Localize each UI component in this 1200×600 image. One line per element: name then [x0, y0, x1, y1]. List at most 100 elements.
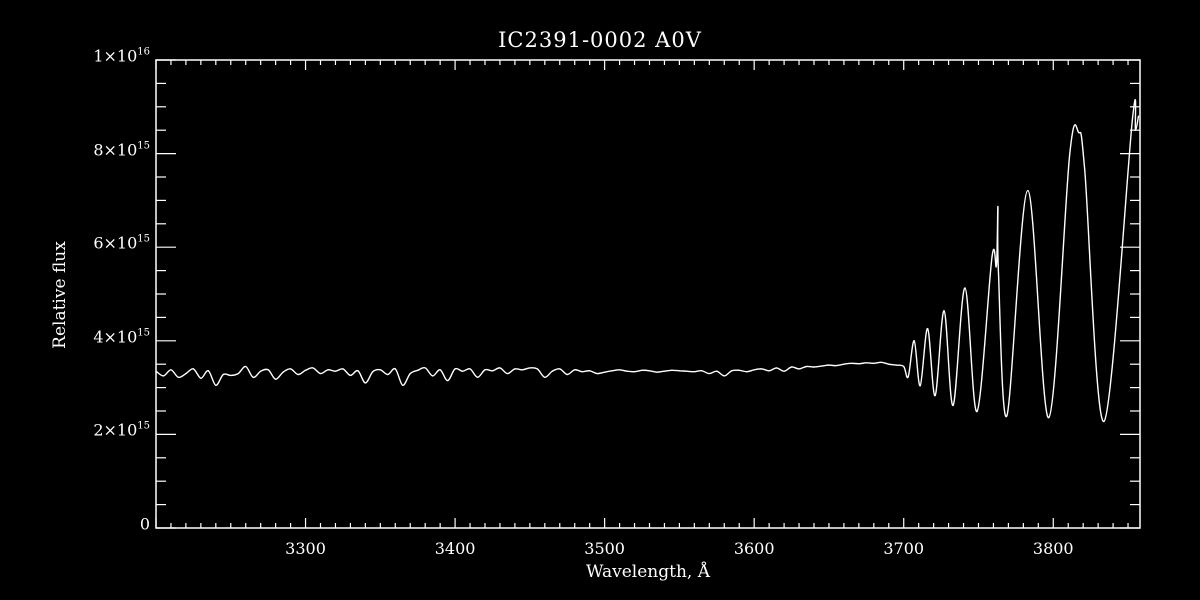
spectrum-point	[282, 371, 284, 373]
spectrum-point	[275, 378, 277, 380]
spectrum-point	[873, 362, 875, 364]
spectrum-point	[155, 370, 157, 372]
spectrum-point	[1048, 416, 1050, 419]
y-tick-label: 4×1015	[93, 327, 150, 346]
spectrum-point	[409, 372, 411, 375]
spectrum-point	[207, 370, 209, 372]
spectrum-point	[1084, 168, 1086, 171]
spectrum-point	[663, 370, 666, 372]
spectrum-point	[177, 376, 180, 378]
spectrum-point	[245, 365, 247, 368]
spectrum-point	[991, 256, 993, 258]
spectrum-point	[170, 369, 172, 371]
spectrum-point	[723, 375, 725, 377]
x-tick-label: 3600	[733, 539, 775, 558]
spectrum-point	[162, 375, 165, 377]
spectrum-point	[1027, 189, 1029, 192]
spectrum-point	[708, 372, 710, 375]
spectrum-point	[215, 384, 217, 386]
spectrum-point	[559, 368, 561, 370]
spectrum-point	[820, 365, 823, 367]
y-tick-exponent: 15	[137, 140, 150, 152]
spectrum-point	[424, 367, 426, 369]
spectrum-point	[319, 372, 322, 375]
spectrum-point	[342, 368, 344, 370]
spectrum-point	[805, 365, 808, 368]
spectrum-point	[499, 367, 501, 369]
spectrum-point	[491, 370, 494, 372]
spectrum-point	[895, 364, 897, 366]
chart-title: IC2391-0002 A0V	[498, 28, 702, 52]
spectrum-point	[746, 371, 748, 373]
spectrum-point	[574, 369, 576, 371]
spectrum-line	[155, 99, 1140, 423]
spectrum-point	[952, 404, 954, 406]
spectrum-point	[200, 377, 202, 379]
y-tick-mantissa: 1×10	[93, 46, 138, 66]
spectrum-point	[813, 366, 815, 368]
spectrum-point	[626, 370, 628, 372]
spectrum-point	[596, 372, 598, 375]
spectrum-point	[514, 368, 516, 370]
spectrum-point	[738, 369, 740, 371]
y-tick-label: 1×1016	[93, 47, 150, 66]
spectrum-point	[790, 366, 793, 368]
spectrum-point	[611, 370, 613, 372]
spectrum-point	[260, 370, 262, 372]
spectrum-point	[776, 367, 778, 369]
spectrum-point	[372, 371, 374, 373]
spectrum-point	[267, 369, 269, 371]
spectrum-point	[432, 375, 434, 377]
spectrum-point	[469, 368, 471, 370]
spectrum-point	[484, 369, 486, 371]
y-tick-mantissa: 8×10	[93, 140, 138, 160]
y-tick-exponent: 15	[137, 233, 150, 245]
x-axis-label: Wavelength, Å	[586, 562, 710, 582]
y-tick-label: 8×1015	[93, 140, 150, 159]
spectrum-point	[334, 370, 337, 372]
spectrum-point	[903, 365, 905, 368]
spectrum-point	[304, 369, 307, 371]
y-axis-label: Relative flux	[50, 241, 70, 349]
spectrum-point	[461, 370, 464, 372]
spectrum-point	[858, 363, 860, 365]
y-tick-exponent: 16	[137, 46, 150, 58]
spectrum-point	[1069, 153, 1071, 156]
spectrum-point	[753, 369, 755, 371]
spectrum-point	[731, 370, 733, 372]
spectrum-point	[402, 384, 404, 386]
x-tick-label: 3400	[434, 539, 476, 558]
spectrum-point	[476, 376, 479, 378]
spectrum-point	[913, 340, 915, 342]
spectrum-point	[1131, 117, 1134, 120]
spectrum-point	[1134, 129, 1137, 131]
x-tick-label: 3500	[584, 539, 625, 558]
plot-frame	[155, 59, 1141, 529]
y-tick-exponent: 15	[137, 327, 150, 339]
spectrum-point	[835, 365, 838, 367]
spectrum-point	[222, 373, 224, 376]
spectrum-point	[252, 376, 254, 378]
spectrum-point	[850, 362, 852, 364]
spectrum-point	[997, 270, 999, 272]
spectrum-point	[934, 394, 936, 397]
spectrum-point	[447, 379, 449, 382]
spectrum-point	[417, 369, 419, 371]
x-tick-label: 3700	[883, 539, 925, 558]
spectrum-point	[995, 265, 998, 267]
y-tick-label: 6×1015	[93, 234, 150, 253]
spectrum-point	[648, 370, 651, 372]
spectrum-point	[880, 361, 882, 363]
y-tick-mantissa: 2×10	[93, 420, 138, 440]
spectrum-point	[454, 368, 456, 370]
spectrum-point	[927, 328, 929, 330]
spectrum-point	[551, 370, 553, 372]
spectrum-point	[768, 370, 770, 372]
spectrum-point	[843, 363, 845, 365]
spectrum-point	[716, 370, 718, 372]
spectrum-point	[701, 370, 703, 372]
spectrum-point	[521, 369, 523, 371]
spectrum-point	[997, 205, 999, 208]
y-tick-label: 2×1015	[93, 421, 150, 440]
